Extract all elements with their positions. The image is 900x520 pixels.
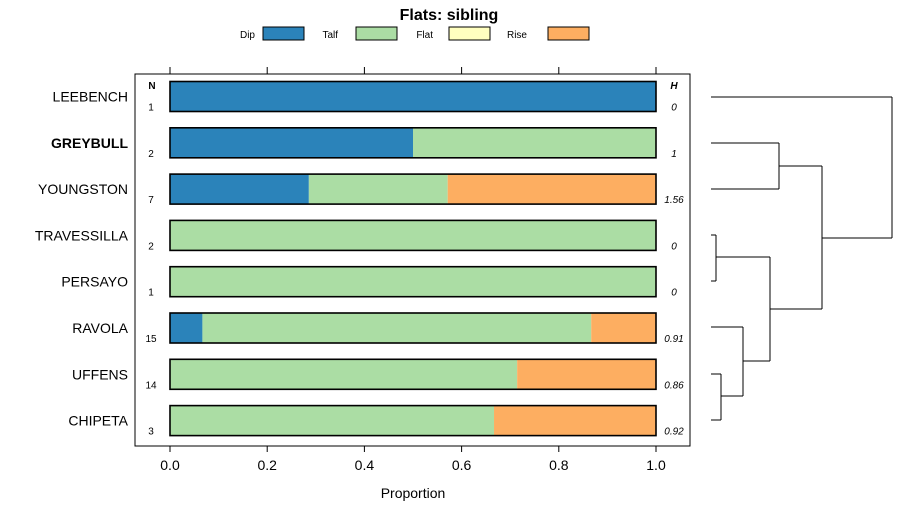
legend-label-dip: Dip <box>240 30 255 41</box>
dendrogram-branch <box>711 373 722 421</box>
h-value: 0.92 <box>664 427 684 438</box>
bar-outline-youngston <box>169 173 657 205</box>
x-tick-label: 1.0 <box>646 457 666 473</box>
legend-swatch-talf <box>355 26 398 41</box>
x-tick-label: 0.2 <box>257 457 277 473</box>
h-value: 0.86 <box>664 380 684 391</box>
legend-label-rise: Rise <box>507 30 527 41</box>
n-value: 1 <box>148 288 154 299</box>
plot-panel <box>134 73 691 447</box>
category-label: YOUNGSTON <box>38 181 128 197</box>
n-value: 15 <box>145 334 157 345</box>
bar-outline-uffens <box>169 358 657 391</box>
bar-ravola-talf <box>202 313 592 343</box>
legend: Dip Talf Flat Rise <box>240 26 590 41</box>
bar-ravola-rise <box>591 313 656 343</box>
x-axis: 0.0 0.2 0.4 0.6 0.8 1.0 <box>160 67 666 473</box>
bar-outline-leebench <box>169 80 657 113</box>
bar-ravola-dip <box>170 313 203 343</box>
n-value: 7 <box>148 195 154 206</box>
category-label: TRAVESSILLA <box>35 227 129 243</box>
bar-persayo-talf <box>170 266 656 297</box>
h-column-header: H <box>670 81 678 92</box>
x-tick-label: 0.0 <box>160 457 180 473</box>
chart-title: Flats: sibling <box>400 7 499 24</box>
bar-youngston-dip <box>170 174 309 205</box>
category-label: PERSAYO <box>61 274 128 290</box>
n-value: 1 <box>148 103 154 114</box>
dendrogram-branch <box>711 96 893 239</box>
n-value: 14 <box>145 380 157 391</box>
bar-youngston-rise <box>447 174 656 205</box>
bar-outline-travessilla <box>169 219 657 252</box>
category-label: GREYBULL <box>51 135 128 151</box>
h-value: 0 <box>671 241 677 252</box>
h-value: 1.56 <box>664 195 684 206</box>
bar-chipeta-talf <box>170 405 495 436</box>
h-value: 1 <box>671 149 677 160</box>
n-value: 3 <box>148 427 154 438</box>
n-column-header: N <box>148 81 155 92</box>
bar-outline-ravola <box>169 312 657 344</box>
legend-swatch-flat <box>448 26 491 41</box>
dendrogram-branch <box>711 142 780 190</box>
bar-outline-chipeta <box>169 404 657 437</box>
bar-youngston-talf <box>308 174 448 205</box>
bar-series <box>169 80 657 437</box>
category-label: UFFENS <box>72 366 128 382</box>
category-label: CHIPETA <box>68 413 128 429</box>
x-tick-label: 0.8 <box>549 457 569 473</box>
h-value: 0 <box>671 288 677 299</box>
bar-greybull-dip <box>170 127 413 158</box>
h-values: 0 1 1.56 0 0 0.91 0.86 0.92 <box>664 103 684 438</box>
legend-swatch-rise <box>547 26 590 41</box>
dendrogram-branch <box>711 234 717 282</box>
bar-uffens-talf <box>170 359 518 390</box>
h-value: 0.91 <box>664 334 683 345</box>
dendrogram-branch <box>770 165 823 310</box>
bar-uffens-rise <box>517 359 656 390</box>
category-label: LEEBENCH <box>53 89 128 105</box>
x-tick-label: 0.4 <box>355 457 375 473</box>
legend-label-flat: Flat <box>416 30 433 41</box>
bar-leebench-dip <box>170 81 656 112</box>
n-value: 2 <box>148 149 154 160</box>
h-value: 0 <box>671 103 677 114</box>
dendrogram-branch <box>711 326 744 397</box>
x-axis-label: Proportion <box>381 485 446 501</box>
n-value: 2 <box>148 241 154 252</box>
legend-label-talf: Talf <box>322 30 338 41</box>
category-labels: LEEBENCH GREYBULL YOUNGSTON TRAVESSILLA PERS… <box>35 89 129 429</box>
category-label: RAVOLA <box>72 320 128 336</box>
dendrogram <box>711 96 893 421</box>
x-tick-label: 0.6 <box>452 457 472 473</box>
legend-swatch-dip <box>262 26 305 41</box>
bar-chipeta-rise <box>494 405 656 436</box>
bar-greybull-talf <box>413 127 656 158</box>
bar-travessilla-talf <box>170 220 656 251</box>
bar-outline-persayo <box>169 265 657 298</box>
bar-outline-greybull <box>169 127 657 159</box>
